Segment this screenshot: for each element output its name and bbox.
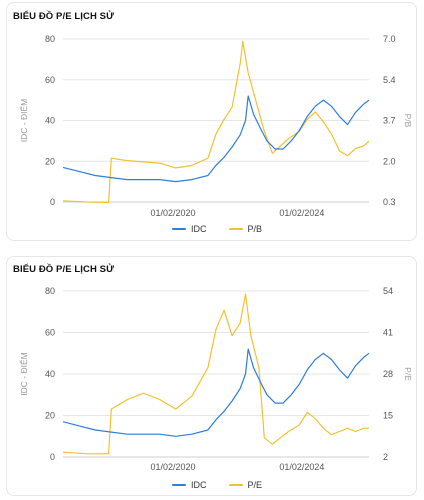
chart-title: BIỂU ĐỒ P/E LỊCH SỬ	[13, 11, 115, 22]
y-left-tick-label: 0	[50, 452, 55, 462]
legend-label: IDC	[191, 480, 207, 490]
x-tick-label: 01/02/2024	[279, 208, 324, 218]
pe-history-chart: 0 2 20 15 40 28 60 41 80 54 01/02/2020 01/02/2024 ID…	[18, 286, 413, 472]
y-left-tick-label: 80	[45, 286, 55, 296]
y-right-tick-label: 15	[383, 411, 393, 421]
x-tick-label: 01/02/2020	[151, 208, 196, 218]
y-left-tick-label: 80	[45, 34, 55, 44]
y-right-tick-label: 7.0	[383, 34, 396, 44]
y-right-tick-label: 54	[383, 286, 393, 296]
legend-item-pe[interactable]: P/E	[228, 480, 263, 490]
series-line-pe	[62, 293, 369, 455]
y-right-axis-title: P/E	[403, 367, 413, 381]
y-right-tick-label: 2	[383, 452, 388, 462]
pe-chart-card: BIỂU ĐỒ P/E LỊCH SỬ 0 2 20 15 40 28 60 41 80 54 01…	[6, 256, 417, 496]
chart-title: BIỂU ĐỒ P/E LỊCH SỬ	[13, 264, 115, 275]
y-left-tick-label: 40	[45, 116, 55, 126]
y-left-tick-label: 60	[45, 75, 55, 85]
legend-label: P/E	[247, 480, 263, 490]
y-left-tick-label: 20	[45, 156, 55, 166]
y-left-tick-label: 20	[45, 411, 55, 421]
series-line-idc	[62, 348, 370, 437]
y-right-tick-label: 0.3	[383, 197, 396, 207]
series-line-pb	[62, 40, 370, 204]
pb-chart-card: BIỂU ĐỒ P/E LỊCH SỬ 0 0.3 20 2.0 40 3.7 60 5.4 8…	[6, 2, 417, 241]
y-right-tick-label: 3.7	[383, 116, 396, 126]
legend-item-pb[interactable]: P/B	[228, 224, 263, 234]
y-right-tick-label: 5.4	[383, 75, 396, 85]
idc-legend-swatch	[172, 228, 186, 230]
chart-legend: IDC P/B	[172, 224, 262, 234]
legend-item-idc[interactable]: IDC	[172, 480, 207, 490]
idc-legend-swatch	[172, 484, 186, 486]
y-right-tick-label: 28	[383, 369, 393, 379]
chart-legend: IDC P/E	[172, 480, 262, 490]
y-right-tick-label: 41	[383, 328, 393, 338]
y-left-tick-label: 0	[50, 197, 55, 207]
pe-legend-swatch	[228, 484, 243, 486]
legend-label: P/B	[247, 224, 263, 234]
y-left-tick-label: 40	[45, 369, 55, 379]
x-tick-label: 01/02/2024	[279, 462, 324, 472]
pb-legend-swatch	[228, 228, 243, 230]
y-left-axis-title: IDC - ĐIỂM	[18, 352, 29, 395]
series-line-idc	[62, 95, 370, 183]
legend-item-idc[interactable]: IDC	[172, 224, 207, 234]
y-left-tick-label: 60	[45, 328, 55, 338]
pb-history-chart: 0 0.3 20 2.0 40 3.7 60 5.4 80 7.0 01/02/2020 01/02/…	[18, 34, 413, 218]
y-left-axis-title: IDC - ĐIỂM	[18, 99, 29, 142]
x-tick-label: 01/02/2020	[151, 462, 196, 472]
legend-label: IDC	[191, 224, 207, 234]
y-right-axis-title: P/B	[403, 114, 413, 128]
y-right-tick-label: 2.0	[383, 156, 396, 166]
